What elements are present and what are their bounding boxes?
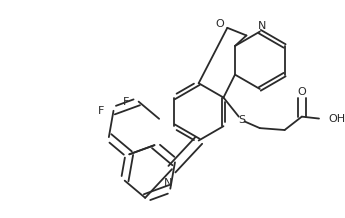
Text: F: F [123, 97, 129, 107]
Text: N: N [257, 21, 266, 31]
Text: N: N [164, 178, 172, 188]
Text: S: S [238, 114, 245, 124]
Text: O: O [297, 87, 306, 97]
Text: OH: OH [328, 114, 345, 124]
Text: O: O [215, 19, 224, 29]
Text: F: F [98, 106, 104, 116]
